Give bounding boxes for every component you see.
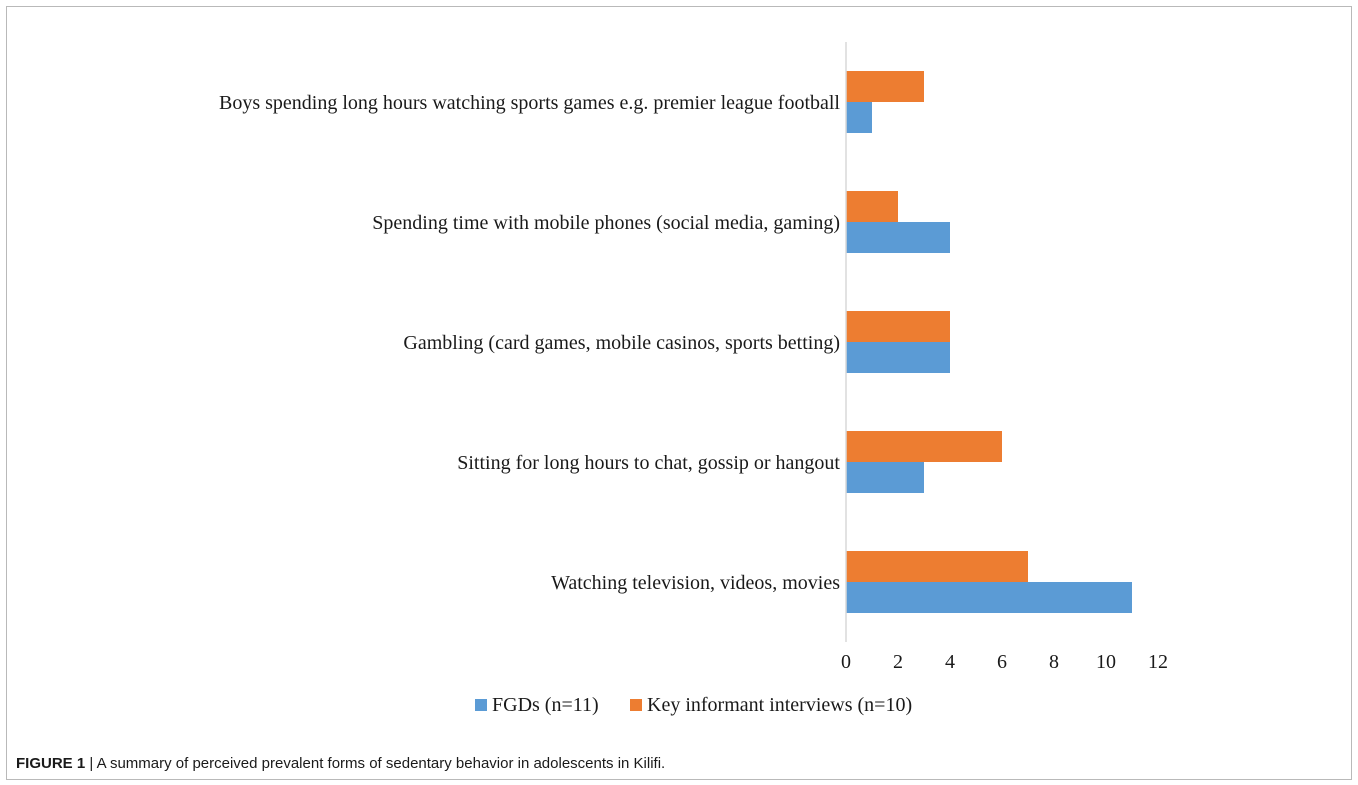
bar-fgd-0 [846,582,1132,613]
category-label-3: Spending time with mobile phones (social… [372,212,840,234]
x-tick-label-2: 2 [893,651,903,673]
bar-fgd-1 [846,462,924,493]
x-tick-label-8: 8 [1049,651,1059,673]
caption-text: A summary of perceived prevalent forms o… [96,755,666,772]
bar-fgd-2 [846,342,950,373]
x-tick-label-0: 0 [841,651,851,673]
bar-key-informant-3 [846,191,898,222]
category-label-0: Watching television, videos, movies [551,572,840,594]
caption-separator: | [85,755,97,772]
x-tick-label-10: 10 [1096,651,1116,673]
bar-key-informant-1 [846,431,1002,462]
x-tick-labels: 0 2 4 6 8 10 12 [841,651,1168,673]
bar-fgd-3 [846,222,950,253]
figure-label: FIGURE 1 [16,755,86,772]
figure-caption: FIGURE 1 | A summary of perceived preval… [16,755,665,772]
bar-key-informant-4 [846,71,924,102]
legend: FGDs (n=11) Key informant interviews (n=1… [475,694,912,716]
x-tick-label-12: 12 [1148,651,1168,673]
x-tick-label-4: 4 [945,651,955,673]
category-label-1: Sitting for long hours to chat, gossip o… [457,452,840,474]
bar-key-informant-0 [846,551,1028,582]
bar-fgd-4 [846,102,872,133]
bar-key-informant-2 [846,311,950,342]
legend-swatch-1 [630,699,642,711]
legend-label-0: FGDs (n=11) [492,694,599,716]
category-labels: Watching television, videos, movies Sitti… [219,92,840,594]
category-label-4: Boys spending long hours watching sports… [219,92,840,114]
legend-swatch-0 [475,699,487,711]
x-tick-label-6: 6 [997,651,1007,673]
bars-layer [846,71,1132,613]
category-label-2: Gambling (card games, mobile casinos, sp… [403,332,840,354]
figure-frame [6,6,1352,780]
legend-label-1: Key informant interviews (n=10) [647,694,912,716]
